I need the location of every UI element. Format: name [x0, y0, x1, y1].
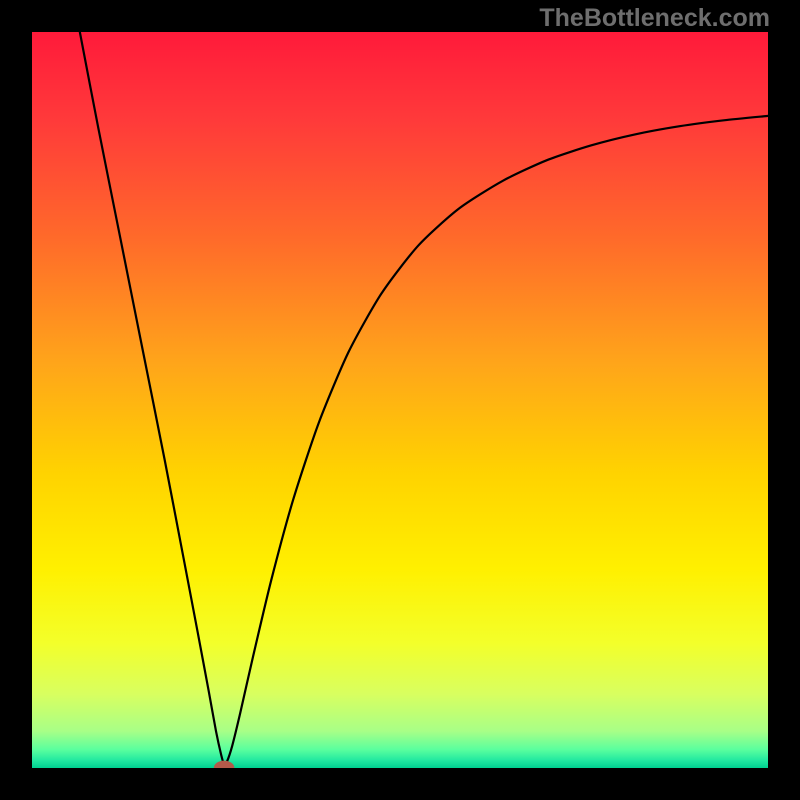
outer-frame: TheBottleneck.com [0, 0, 800, 800]
gradient-background [32, 32, 768, 768]
watermark-text: TheBottleneck.com [539, 4, 770, 33]
plot-area [32, 32, 768, 768]
plot-svg [32, 32, 768, 768]
